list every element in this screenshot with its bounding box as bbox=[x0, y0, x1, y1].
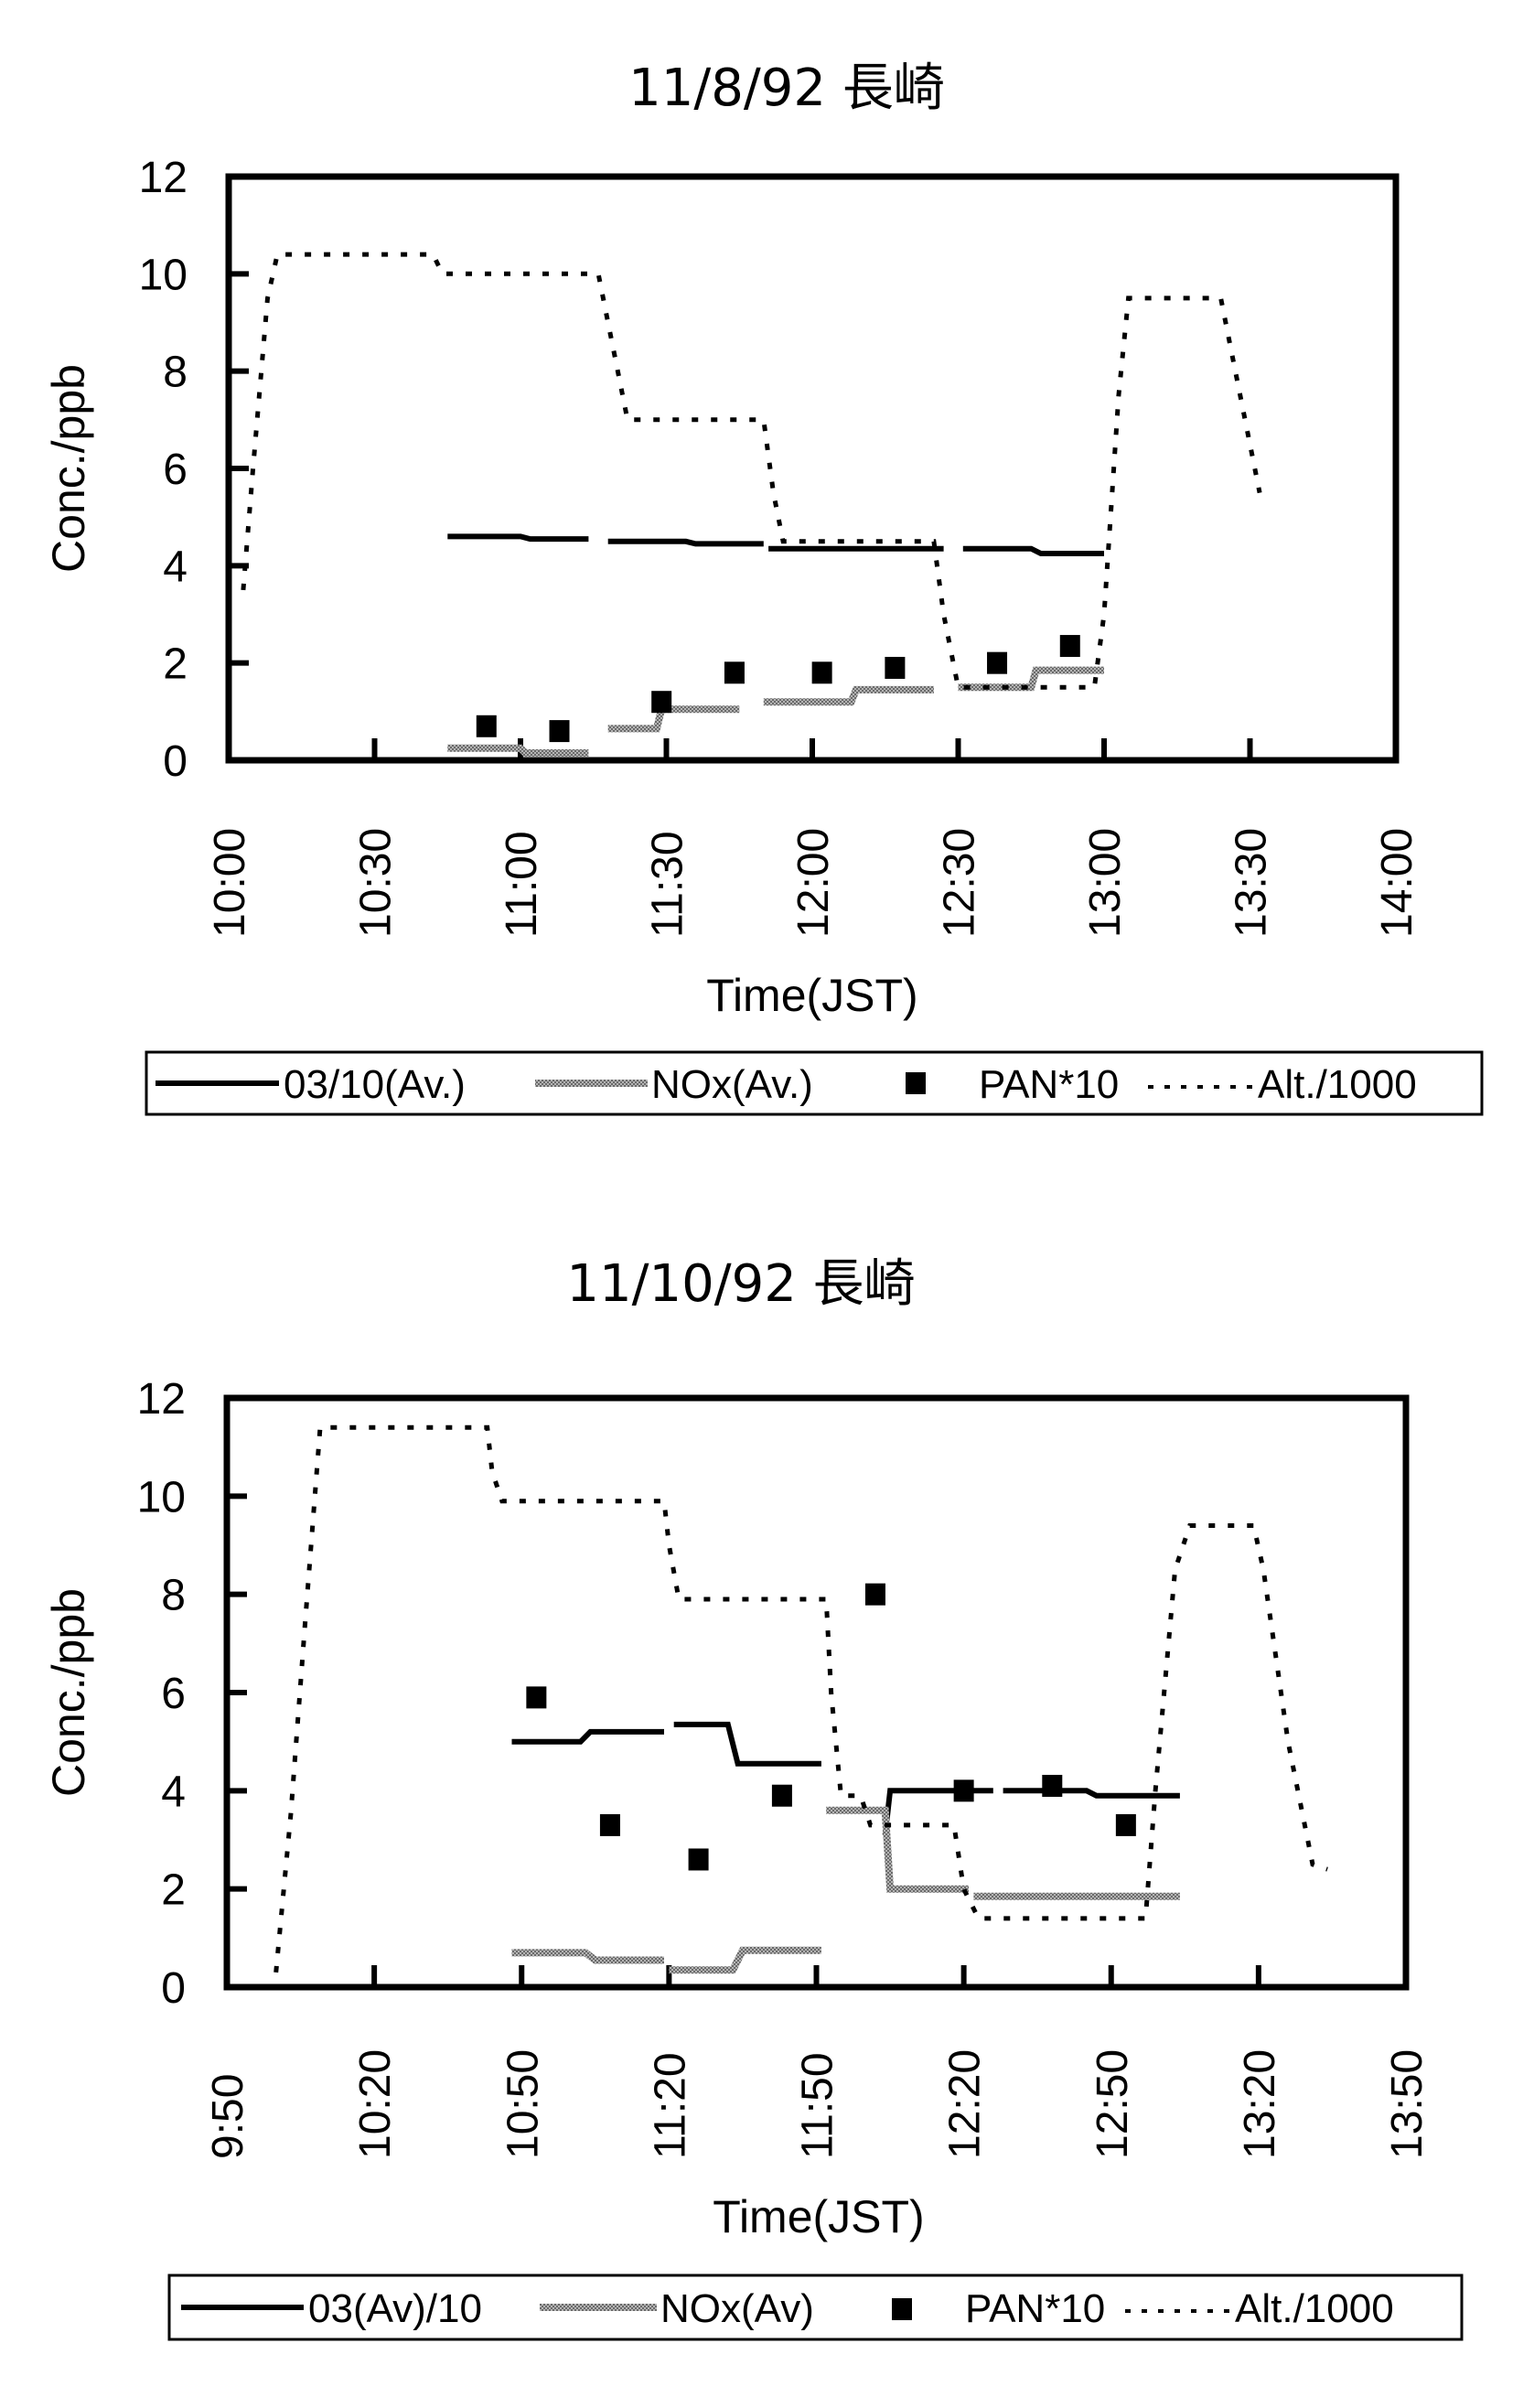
x-tick-label: 12:20 bbox=[941, 2049, 990, 2159]
x-tick-label: 11:20 bbox=[646, 2052, 694, 2159]
y-axis-label: Conc./ppb bbox=[43, 364, 94, 573]
y-tick-label: 0 bbox=[163, 737, 188, 786]
nox-line bbox=[607, 705, 740, 733]
pan-marker bbox=[651, 691, 672, 714]
x-tick-label: 13:50 bbox=[1383, 2049, 1432, 2159]
y-tick-label: 4 bbox=[161, 1768, 186, 1816]
y-tick-label: 6 bbox=[163, 446, 188, 494]
pan-marker bbox=[864, 1583, 885, 1606]
x-tick-label: 12:50 bbox=[1089, 2049, 1137, 2159]
x-tick-label: 10:30 bbox=[352, 828, 401, 938]
plot-frame bbox=[223, 1394, 1410, 1991]
o3-line bbox=[882, 1788, 993, 1835]
legend-swatch-pan bbox=[892, 2298, 912, 2320]
o3-line bbox=[511, 1728, 664, 1745]
altitude-line bbox=[274, 1424, 1328, 1973]
nox-line bbox=[511, 1949, 664, 1964]
x-tick-label: 13:30 bbox=[1228, 828, 1276, 938]
nox-line bbox=[958, 666, 1104, 692]
o3-line bbox=[962, 545, 1104, 556]
legend: 03(Av)/10 NOx(Av) PAN*10 Alt./1000 bbox=[167, 2274, 1464, 2341]
pan-marker bbox=[771, 1784, 792, 1807]
pan-marker bbox=[549, 720, 570, 743]
y-tick-label: 2 bbox=[161, 1866, 186, 1915]
y-tick-label: 2 bbox=[163, 640, 188, 689]
pan-marker bbox=[724, 661, 745, 684]
legend-label-o3: 03(Av)/10 bbox=[308, 2286, 482, 2331]
x-axis-label: Time(JST) bbox=[706, 970, 917, 1021]
legend-box bbox=[145, 1050, 1484, 1116]
x-tick-label: 10:20 bbox=[351, 2049, 400, 2159]
x-tick-label: 10:00 bbox=[206, 828, 254, 938]
plot-area: 0 2 4 6 8 10 12 10:00 10:30 11:00 11:30 12:00 12:30 1… bbox=[139, 154, 1421, 938]
x-tick-label: 10:50 bbox=[499, 2049, 547, 2159]
x-tick-label: 12:30 bbox=[936, 828, 984, 938]
y-tick-label: 10 bbox=[137, 1473, 186, 1521]
altitude-line bbox=[241, 252, 1262, 690]
y-tick-label: 8 bbox=[163, 349, 188, 397]
nox-line bbox=[763, 685, 934, 706]
legend: 03/10(Av.) NOx(Av.) PAN*10 Alt./1000 bbox=[145, 1050, 1484, 1116]
pan-marker bbox=[1115, 1813, 1136, 1836]
legend-label-pan: PAN*10 bbox=[965, 2286, 1105, 2331]
pan-marker bbox=[476, 715, 497, 737]
nox-line bbox=[669, 1946, 821, 1974]
pan-marker bbox=[953, 1779, 974, 1802]
chart-2: 11/10/92 長崎 Conc./ppb Time(JST) 0 2 4 6 8 10 1… bbox=[43, 1254, 1464, 2341]
o3-line bbox=[607, 538, 764, 547]
pan-marker bbox=[1042, 1774, 1063, 1797]
legend-label-nox: NOx(Av) bbox=[660, 2286, 814, 2331]
y-axis-label: Conc./ppb bbox=[43, 1588, 94, 1797]
legend-label-o3: 03/10(Av.) bbox=[284, 1062, 466, 1107]
x-tick-label: 11:30 bbox=[644, 831, 692, 938]
y-tick-label: 10 bbox=[139, 251, 188, 299]
y-tick-label: 0 bbox=[161, 1964, 186, 2013]
legend-swatch-pan bbox=[906, 1072, 926, 1094]
x-tick-label: 12:00 bbox=[789, 828, 838, 938]
x-tick-label: 13:00 bbox=[1081, 828, 1130, 938]
y-tick-label: 6 bbox=[161, 1670, 186, 1718]
chart-1: 11/8/92 長崎 Conc./ppb Time(JST) 0 2 4 6 8 10 12… bbox=[43, 59, 1484, 1116]
plot-area: 0 2 4 6 8 10 12 9:50 10:20 10:50 11:20 11:50 12:20 12… bbox=[137, 1375, 1432, 2159]
pan-marker bbox=[811, 661, 832, 684]
x-tick-label: 13:20 bbox=[1236, 2049, 1284, 2159]
x-axis-label: Time(JST) bbox=[713, 2191, 924, 2242]
legend-label-alt: Alt./1000 bbox=[1235, 2286, 1394, 2331]
chart-title: 11/8/92 長崎 bbox=[628, 59, 945, 118]
chart-title: 11/10/92 長崎 bbox=[566, 1254, 915, 1314]
y-tick-label: 12 bbox=[139, 154, 188, 202]
x-tick-label: 11:50 bbox=[794, 2052, 842, 2159]
pan-marker bbox=[599, 1813, 620, 1836]
o3-line bbox=[673, 1721, 821, 1767]
pan-marker bbox=[987, 651, 1008, 674]
nox-line bbox=[826, 1806, 969, 1893]
y-tick-label: 4 bbox=[163, 543, 188, 591]
legend-label-alt: Alt./1000 bbox=[1258, 1062, 1417, 1107]
pan-marker bbox=[885, 656, 906, 679]
legend-label-pan: PAN*10 bbox=[979, 1062, 1119, 1107]
o3-line bbox=[447, 533, 589, 543]
pan-marker bbox=[1059, 635, 1080, 658]
legend-label-nox: NOx(Av.) bbox=[651, 1062, 813, 1107]
x-tick-label: 9:50 bbox=[204, 2074, 252, 2159]
pan-marker bbox=[526, 1686, 547, 1709]
x-tick-label: 11:00 bbox=[498, 831, 546, 938]
nox-line bbox=[447, 744, 589, 757]
pan-marker bbox=[688, 1848, 709, 1871]
y-tick-label: 12 bbox=[137, 1375, 186, 1424]
y-tick-label: 8 bbox=[161, 1572, 186, 1620]
x-tick-label: 14:00 bbox=[1373, 828, 1421, 938]
legend-box bbox=[167, 2274, 1464, 2341]
